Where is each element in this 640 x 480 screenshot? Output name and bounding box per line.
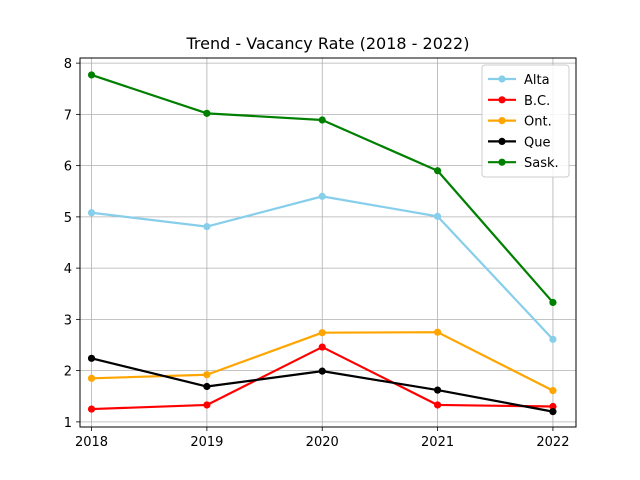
legend-box	[481, 64, 570, 178]
y-tick-label: 3	[64, 313, 72, 328]
data-point-ont	[203, 371, 211, 379]
legend-label-alta: Alta	[524, 73, 550, 88]
data-point-b-c	[87, 405, 96, 413]
data-point-sask	[203, 109, 211, 117]
chart-title: Trend - Vacancy Rate (2018 - 2022)	[186, 34, 470, 53]
data-point-ont	[433, 328, 442, 336]
legend-marker-b-c	[498, 96, 506, 104]
data-point-b-c	[318, 343, 326, 351]
data-point-ont	[87, 374, 96, 382]
data-point-b-c	[203, 401, 211, 409]
data-point-sask	[433, 167, 442, 175]
legend: Alta B.C. Ont. Que Sask.	[481, 64, 570, 178]
data-point-alta	[433, 212, 442, 220]
y-tick-label: 6	[64, 160, 72, 175]
legend-marker-ont	[498, 117, 506, 125]
series-points	[87, 71, 557, 416]
data-point-que	[318, 367, 326, 375]
data-point-alta	[318, 192, 326, 200]
data-point-sask	[87, 71, 96, 79]
data-point-alta	[87, 209, 96, 217]
data-point-alta	[549, 335, 557, 343]
y-axis-ticks: 1 2 3 4 5 6 7 8	[64, 57, 80, 431]
x-tick-label: 2021	[421, 435, 454, 450]
data-point-que	[87, 354, 96, 362]
data-point-ont	[549, 387, 557, 395]
y-tick-label: 8	[64, 57, 72, 72]
y-tick-label: 7	[64, 108, 72, 123]
legend-marker-sask	[498, 158, 506, 166]
legend-label-ont: Ont.	[524, 115, 552, 130]
data-point-b-c	[549, 402, 557, 411]
x-tick-label: 2020	[306, 435, 339, 450]
data-point-sask	[549, 298, 557, 307]
legend-label-que: Que	[524, 135, 550, 150]
data-point-alta	[203, 223, 211, 231]
x-tick-label: 2019	[190, 435, 223, 450]
x-tick-label: 2022	[536, 435, 569, 450]
y-tick-label: 1	[64, 416, 72, 431]
data-point-que	[433, 386, 442, 394]
legend-label-b-c: B.C.	[524, 94, 550, 109]
data-point-b-c	[433, 401, 442, 409]
y-tick-label: 2	[64, 365, 72, 380]
x-tick-label: 2018	[75, 435, 108, 450]
legend-marker-que	[498, 137, 506, 145]
data-point-ont	[318, 329, 326, 337]
data-point-que	[549, 408, 557, 416]
data-point-que	[203, 382, 211, 391]
y-tick-label: 5	[64, 211, 72, 226]
legend-label-sask: Sask.	[524, 156, 559, 171]
data-point-sask	[318, 116, 326, 124]
y-tick-label: 4	[64, 262, 72, 277]
plot-frame	[79, 57, 577, 428]
x-axis-ticks: 2018 2019 2020 2021 2022	[75, 427, 569, 450]
legend-marker-alta	[498, 75, 506, 83]
